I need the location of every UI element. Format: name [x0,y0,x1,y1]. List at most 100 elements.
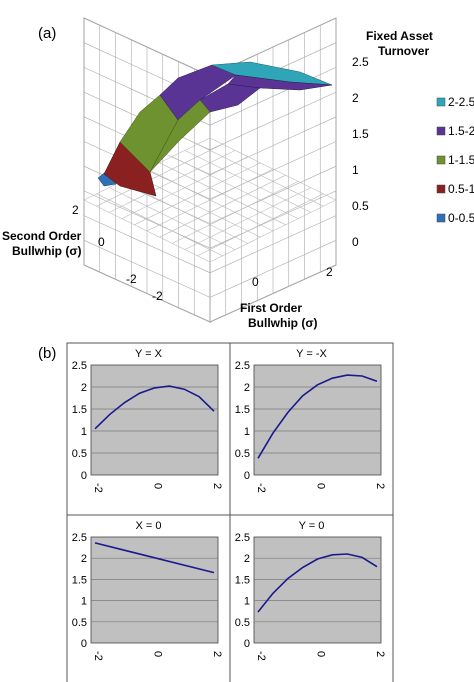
z-tick-label: 1 [352,163,359,177]
floor-gridline [172,156,299,219]
y-tick-label: 2.5 [72,360,87,372]
x-tick-label: -2 [255,483,267,493]
legend-swatch [436,155,446,165]
plot-area [253,536,382,644]
y-tick-neg2: -2 [126,272,137,286]
y-tick-label: 1.5 [235,404,250,416]
x-axis-title-line1: First Order [240,301,302,315]
y-axis-title-line2: Bullwhip (σ) [12,244,82,258]
x-tick-label: 0 [315,483,327,489]
z-axis-ticks: 2.5 2 1.5 1 0.5 0 [352,55,369,249]
small-multiples: Y = X2.521.510.50-2 0 2Y = -X2.521.510.50-… [66,342,394,682]
y-tick-label: 0.5 [72,448,87,460]
plot-area [90,536,219,644]
y-tick-label: 1 [81,426,87,438]
x-tick-label: -2 [255,651,267,661]
floor-gridline [209,137,337,201]
line-chart-panel: Y = 0 2.5 2 1.5 1 0.5 0 -2 0 2 [229,514,394,682]
y-tick-label: 0.5 [72,617,87,629]
series-line [257,374,378,459]
series-line [94,385,215,430]
plot-area [90,364,219,476]
z-axis-title-line2: Turnover [378,44,429,58]
y-tick-label: 2.5 [72,532,87,544]
y-tick-label: 0.5 [235,448,250,460]
y-tick-2: 2 [72,203,79,217]
x-tick-0: 0 [252,275,259,289]
floor-gridline [184,150,311,213]
x-tick-label: 2 [374,483,386,489]
series-line [257,553,378,613]
floor-gridline [197,193,324,257]
surface-band-1-1.5-b [149,99,211,173]
y-tick-label: 2 [81,553,87,565]
floor-gridline [159,162,286,226]
surface-band-0.5-1 [103,141,157,197]
y-tick-label: 2 [244,553,250,565]
floor-gridline [197,143,324,207]
legend-entry: 1.5-2 [448,124,474,138]
y-tick-label: 0.5 [235,617,250,629]
z-tick-label: 2 [352,91,359,105]
legend-swatch [436,97,446,107]
y-tick-label: 1.5 [72,404,87,416]
x-tick-label: 0 [315,651,327,657]
y-tick-label: 1 [244,426,250,438]
plot-area [253,364,382,476]
y-tick-label: 1.5 [235,574,250,586]
legend-entry: 0-0.5 [448,211,474,225]
x-tick-label: 2 [211,483,223,489]
legend-swatch [436,126,446,136]
z-tick-label: 0.5 [352,199,369,213]
y-tick-label: 2.5 [235,532,250,544]
y-tick-label: 2.5 [235,360,250,372]
x-tick-label: 0 [152,483,164,489]
x-tick-label: -2 [92,651,104,661]
chart-title: Y = X [135,348,163,360]
line-chart-panel: Y = X 2.5 2 1.5 1 0.5 0 -2 0 2 [66,342,231,516]
y-tick-label: 0 [244,638,250,650]
x-tick-label: 2 [374,651,386,657]
legend-swatch [436,213,446,223]
y-axis-title-line1: Second Order [2,229,82,243]
x-tick-neg2: -2 [152,289,163,303]
panel-b-label: (b) [38,345,56,362]
x-tick-label: -2 [92,483,104,493]
legend-entry: 0.5-1 [448,182,474,196]
z-tick-label: 0 [352,235,359,249]
y-tick-label: 1 [81,596,87,608]
surface-chart: 2.5 2 1.5 1 0.5 0 Fixed Asset Turnover 2 0 -2… [2,17,474,330]
chart-title: Y = -X [296,348,327,360]
y-tick-label: 2 [81,382,87,394]
z-axis-title-line1: Fixed Asset [366,29,433,43]
y-tick-label: 0 [81,470,87,482]
y-tick-label: 2 [244,382,250,394]
x-tick-label: 2 [211,651,223,657]
line-chart-panel: Y = -X 2.5 2 1.5 1 0.5 0 -2 0 2 [229,342,394,516]
chart-title: X = 0 [136,520,162,532]
floor-gridline [209,199,337,263]
z-tick-label: 1.5 [352,127,369,141]
floor-gridline [172,181,299,244]
z-tick-label: 2.5 [352,55,369,69]
x-tick-label: 0 [152,651,164,657]
y-tick-label: 0 [81,638,87,650]
panel-a-label: (a) [38,25,56,42]
line-chart-panel: X = 0 2.5 2 1.5 1 0.5 0 -2 0 2 [66,514,231,682]
y-tick-label: 0 [244,470,250,482]
floor-gridline [159,174,286,238]
x-axis-title-line2: Bullwhip (σ) [248,316,318,330]
legend-entry: 2-2.5 [448,95,474,109]
series-line [94,542,215,574]
legend: 2-2.5 1.5-2 1-1.5 0.5-1 0-0.5 [436,95,474,225]
x-tick-2: 2 [326,265,333,279]
legend-entry: 1-1.5 [448,153,474,167]
y-tick-0: 0 [98,235,105,249]
chart-title: Y = 0 [299,520,325,532]
legend-swatch [436,184,446,194]
y-tick-label: 1 [244,596,250,608]
floor-gridline [146,168,274,232]
floor-gridline [184,187,311,250]
y-tick-label: 1.5 [72,574,87,586]
